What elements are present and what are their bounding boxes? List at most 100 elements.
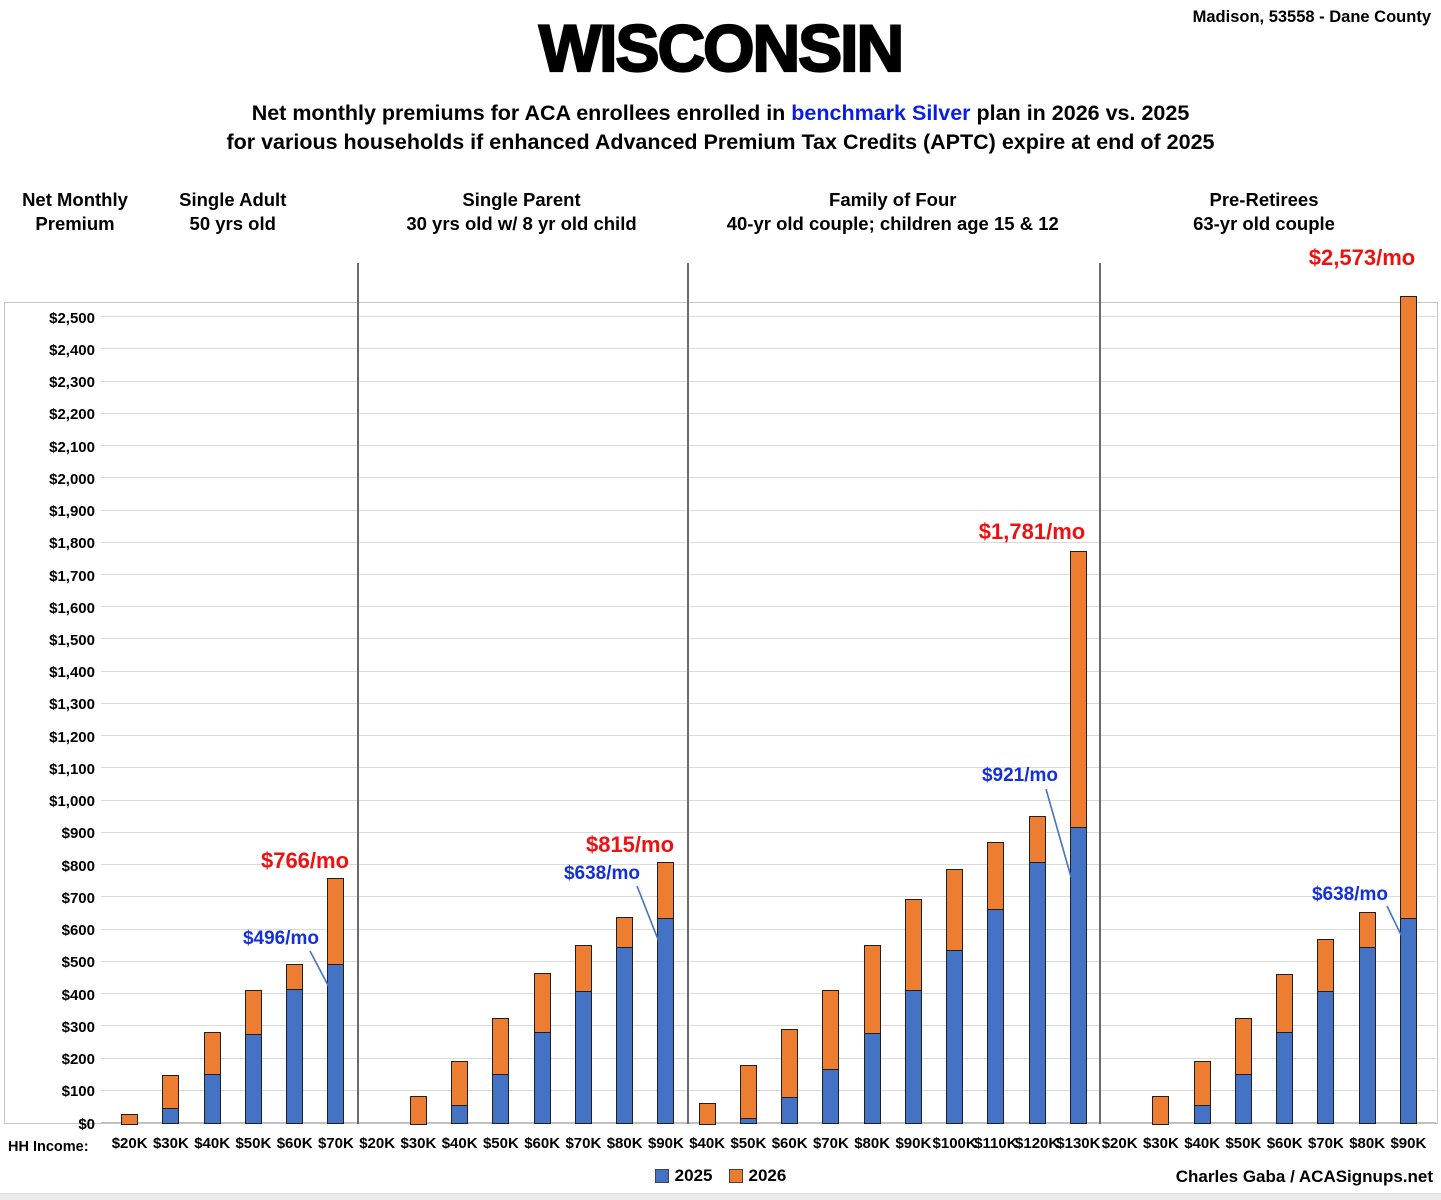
gridline <box>101 735 1436 737</box>
bar-slot-family-of-four-50k: $50K <box>728 302 769 1152</box>
bar-slot-single-parent-30k: $30K <box>398 302 439 1152</box>
bar-2025-segment <box>1399 918 1417 1124</box>
y-tick-label: $600 <box>61 922 95 940</box>
bar-slot-pre-retirees-60k: $60K <box>1264 302 1305 1152</box>
separator-line <box>1099 263 1101 1124</box>
location-label: Madison, 53558 - Dane County <box>1192 8 1431 26</box>
bottom-edge-strip <box>0 1193 1441 1200</box>
group-title: Single Parent <box>462 189 581 210</box>
stacked-bar <box>739 1065 757 1124</box>
stacked-bar <box>1028 816 1046 1124</box>
bar-2026-segment <box>121 1114 139 1125</box>
bar-slot-single-adult-70k: $70K <box>315 302 356 1152</box>
stacked-bar <box>162 1075 180 1124</box>
bar-2026-segment <box>1234 1017 1252 1076</box>
bar-slot-family-of-four-90k: $90K <box>893 302 934 1152</box>
y-tick-label: $1,200 <box>49 728 95 746</box>
y-tick-label: $1,400 <box>49 664 95 682</box>
bar-2025-segment <box>451 1104 469 1124</box>
stacked-bar <box>286 963 304 1124</box>
y-tick-label: $1,100 <box>49 760 95 778</box>
bar-slot-single-adult-30k: $30K <box>150 302 191 1152</box>
stacked-bar <box>244 990 262 1124</box>
bar-2025-segment <box>492 1074 510 1124</box>
stacked-bar <box>1069 550 1087 1124</box>
group-header-pre-retirees: Pre-Retirees 63-yr old couple <box>1099 188 1429 236</box>
x-tick-label: $40K <box>689 1135 726 1152</box>
stacked-bar <box>946 868 964 1124</box>
bar-2026-segment <box>1358 911 1376 948</box>
x-tick-label: $130K <box>1056 1135 1101 1152</box>
bar-2025-segment <box>739 1117 757 1124</box>
bar-2025-segment <box>863 1032 881 1124</box>
y-tick-label: $200 <box>61 1051 95 1069</box>
bar-slot-family-of-four-110k: $110K <box>974 302 1018 1152</box>
group-headers-row: Single Adult 50 yrs old Single Parent 30 yr… <box>109 188 1429 236</box>
stacked-bar <box>1152 1096 1170 1125</box>
gridline <box>101 1025 1436 1027</box>
y-tick-label: $1,500 <box>49 631 95 649</box>
gridline <box>101 574 1436 575</box>
gridline <box>101 1089 1436 1091</box>
bar-2026-segment <box>1399 295 1417 920</box>
legend-item-2025: 2025 <box>654 1166 713 1186</box>
bar-2026-segment <box>657 862 675 920</box>
annotation-2025-3: $921/mo <box>981 765 1059 786</box>
bar-2025-segment <box>203 1074 221 1124</box>
y-tick-label: $1,000 <box>49 793 95 811</box>
stacked-bar <box>1358 911 1376 1124</box>
y-tick-label: $1,300 <box>49 696 95 714</box>
stacked-bar <box>327 878 345 1124</box>
annotation-2026-1: $766/mo <box>260 848 350 873</box>
stacked-bar <box>1276 973 1294 1124</box>
legend-label-2026: 2026 <box>748 1166 787 1185</box>
y-tick-label: $2,200 <box>49 406 95 424</box>
group-subtitle: 63-yr old couple <box>1193 213 1335 235</box>
bar-slot-pre-retirees-40k: $40K <box>1182 302 1223 1152</box>
x-tick-label: $50K <box>235 1135 272 1152</box>
gridline <box>101 316 1436 318</box>
stacked-bar <box>1234 1017 1252 1124</box>
hh-income-label: HH Income: <box>8 1139 89 1155</box>
stacked-bar <box>1193 1060 1211 1124</box>
bar-2026-segment <box>1193 1060 1211 1106</box>
bar-2026-segment <box>987 841 1005 910</box>
bar-slot-single-parent-70k: $70K <box>563 302 604 1152</box>
legend-label-2025: 2025 <box>674 1166 713 1185</box>
x-tick-label: $40K <box>194 1135 231 1152</box>
gridline <box>101 348 1436 350</box>
bar-2025-segment <box>533 1032 551 1124</box>
bar-2026-segment <box>739 1065 757 1119</box>
y-axis-title-line2: Premium <box>35 213 115 235</box>
stacked-bar <box>863 945 881 1124</box>
bar-slot-single-adult-60k: $60K <box>274 302 315 1152</box>
group-header-family-of-four: Family of Four 40-yr old couple; children… <box>687 188 1100 236</box>
bar-2025-segment <box>286 988 304 1124</box>
y-tick-label: $2,500 <box>49 309 95 327</box>
group-header-single-parent: Single Parent 30 yrs old w/ 8 yr old chil… <box>357 188 687 236</box>
x-tick-label: $20K <box>1101 1135 1138 1152</box>
plot-area: $0 $100 $200 $300 $400 $500 $600 $700 $800 $900 $1… <box>4 302 1438 1133</box>
x-tick-label: $20K <box>111 1135 148 1152</box>
bar-2025-segment <box>904 990 922 1124</box>
subtitle-line2: for various households if enhanced Advan… <box>226 130 1215 154</box>
x-tick-label: $30K <box>1142 1135 1179 1152</box>
y-tick-label: $1,600 <box>49 599 95 617</box>
bar-2026-segment <box>1028 816 1046 863</box>
bar-slot-pre-retirees-70k: $70K <box>1305 302 1346 1152</box>
gridline <box>101 799 1436 801</box>
y-tick-label: $300 <box>61 1018 95 1036</box>
bar-2025-segment <box>162 1107 180 1124</box>
stacked-bar <box>533 972 551 1124</box>
bar-2026-segment <box>698 1103 716 1125</box>
bar-slot-single-parent-40k: $40K <box>439 302 480 1152</box>
gridline <box>101 1057 1436 1059</box>
bar-slot-pre-retirees-30k: $30K <box>1140 302 1181 1152</box>
stacked-bar <box>616 917 634 1124</box>
bar-slot-single-parent-20k: $20K <box>357 302 398 1152</box>
stacked-bar <box>121 1114 139 1125</box>
bar-2026-segment <box>616 917 634 948</box>
bar-2025-segment <box>244 1033 262 1124</box>
x-tick-label: $70K <box>812 1135 849 1152</box>
stacked-bar <box>574 944 592 1124</box>
